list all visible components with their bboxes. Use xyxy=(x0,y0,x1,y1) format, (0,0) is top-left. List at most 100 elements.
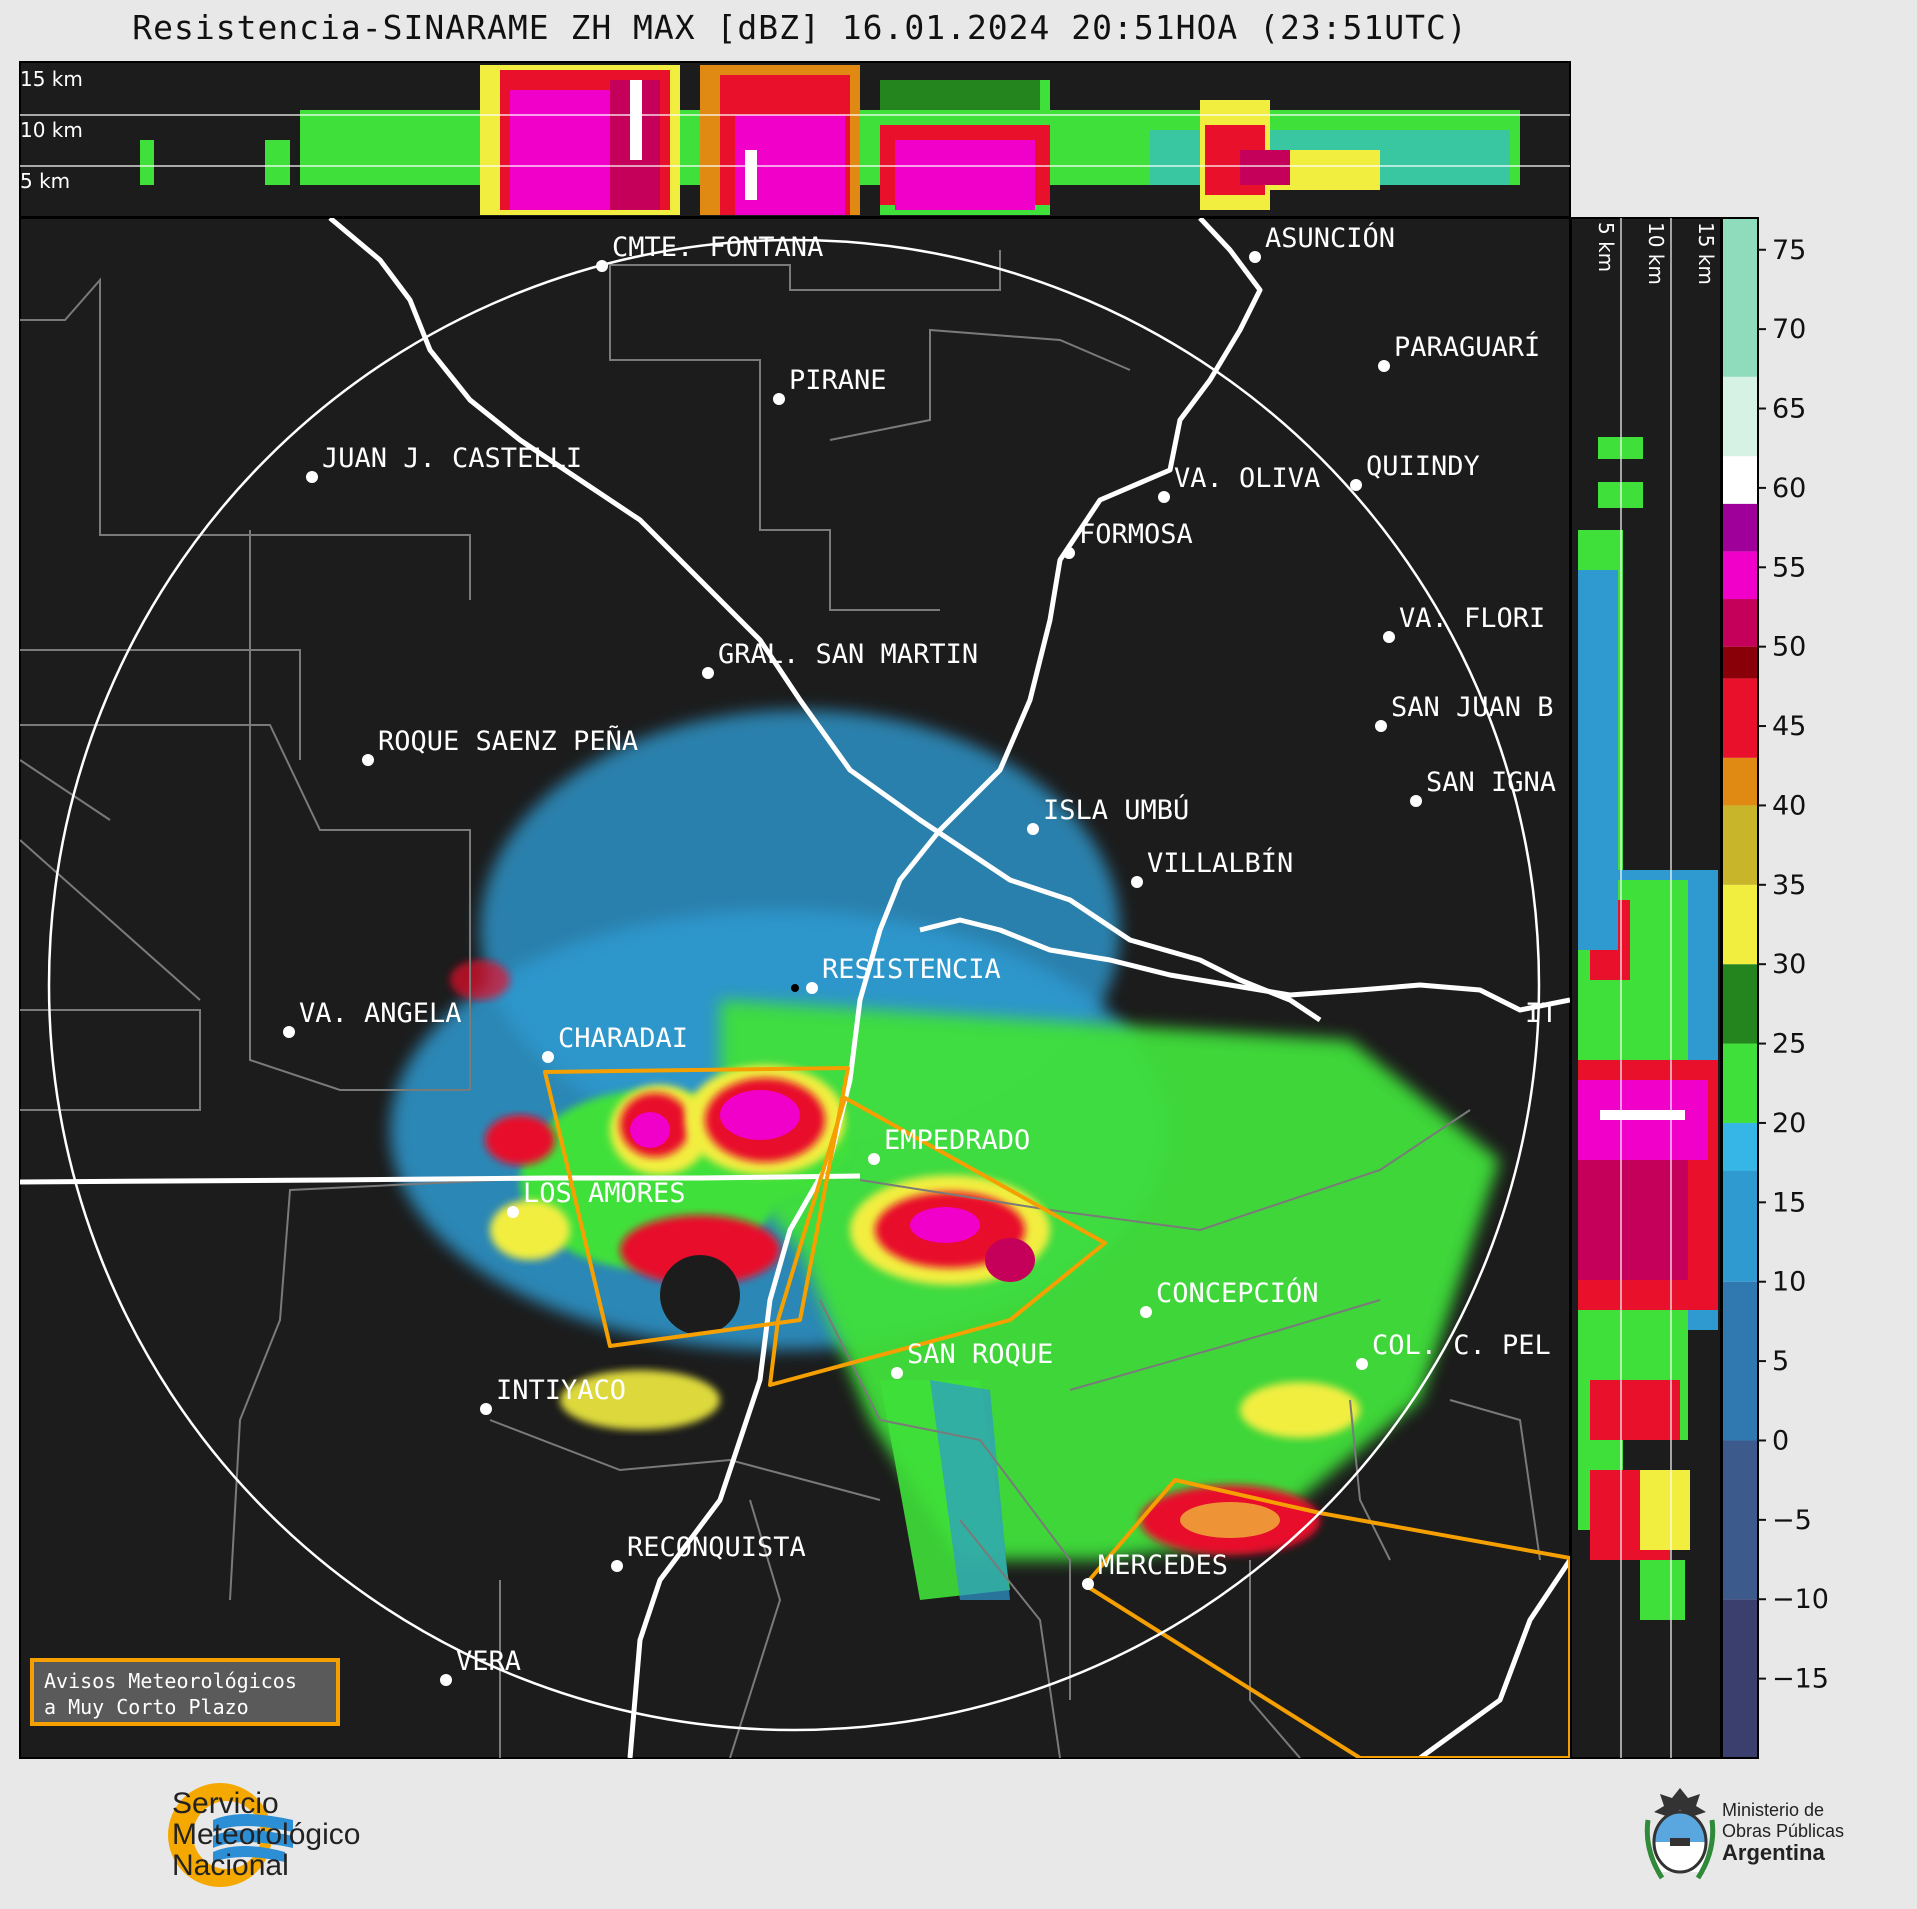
colorbar-band xyxy=(1722,551,1758,600)
colorbar-band xyxy=(1722,503,1758,552)
legend-line-1: Avisos Meteorológicos xyxy=(44,1669,297,1693)
city-intiyaco: INTIYACO xyxy=(480,1375,626,1415)
ministry-line-1: Ministerio de xyxy=(1722,1800,1825,1820)
side-panel-echoes xyxy=(1578,437,1718,1620)
colorbar-tick-label: 30 xyxy=(1772,949,1806,980)
city-va-flori: VA. FLORI xyxy=(1383,603,1545,643)
side-cross-section-panel: 5 km 10 km 15 km xyxy=(1570,217,1722,1759)
smn-name: Servicio Meteorológico Nacional xyxy=(172,1788,360,1881)
city-los-amores: LOS AMORES xyxy=(507,1178,686,1218)
warning-polygons xyxy=(543,1066,1570,1758)
svg-text:CHARADAI: CHARADAI xyxy=(558,1023,688,1054)
colorbar-tick-label: 15 xyxy=(1772,1187,1806,1218)
colorbar-band xyxy=(1722,1170,1758,1282)
svg-text:VA. FLORI: VA. FLORI xyxy=(1399,603,1545,634)
city-isla-umbu: ISLA UMBÚ xyxy=(1027,794,1189,835)
svg-text:SAN ROQUE: SAN ROQUE xyxy=(907,1339,1053,1370)
colorbar-tick-label: 25 xyxy=(1772,1029,1806,1060)
warning-polygon-2 xyxy=(768,1096,1107,1387)
svg-text:GRAL. SAN MARTIN: GRAL. SAN MARTIN xyxy=(718,639,978,670)
city-gral-san-martin: GRAL. SAN MARTIN xyxy=(702,639,978,679)
city-quiindy: QUIINDY xyxy=(1350,451,1480,491)
svg-text:JUAN J. CASTELLI: JUAN J. CASTELLI xyxy=(322,443,582,474)
city-concepcion: CONCEPCIÓN xyxy=(1140,1277,1319,1318)
colorbar-frame xyxy=(1721,217,1759,1759)
colorbar-band xyxy=(1722,218,1758,377)
svg-text:VILLALBÍN: VILLALBÍN xyxy=(1147,847,1293,879)
colorbar-tick-label: −5 xyxy=(1772,1505,1812,1536)
svg-text:ASUNCIÓN: ASUNCIÓN xyxy=(1265,222,1395,254)
colorbar-band xyxy=(1722,805,1758,885)
svg-text:COL. C. PEL: COL. C. PEL xyxy=(1372,1330,1551,1361)
colorbar-band xyxy=(1722,964,1758,1044)
city-va-oliva: VA. OLIVA xyxy=(1158,463,1320,503)
svg-text:CONCEPCIÓN: CONCEPCIÓN xyxy=(1156,1277,1319,1309)
svg-text:FORMOSA: FORMOSA xyxy=(1079,519,1193,550)
top-label-10km: 10 km xyxy=(20,118,83,142)
colorbar-band xyxy=(1722,1122,1758,1171)
colorbar-band xyxy=(1722,1043,1758,1123)
svg-text:PIRANE: PIRANE xyxy=(789,365,887,396)
svg-text:EMPEDRADO: EMPEDRADO xyxy=(884,1125,1030,1156)
smn-logo-icon xyxy=(168,1783,293,1887)
range-ring xyxy=(47,238,1541,1732)
svg-text:SAN IGNA: SAN IGNA xyxy=(1426,767,1556,798)
side-label-5km: 5 km xyxy=(1594,222,1618,272)
colorbar-band xyxy=(1722,884,1758,965)
radar-site-marker xyxy=(791,984,799,992)
top-cross-section-panel: 15 km 10 km 5 km xyxy=(19,61,1571,218)
colorbar-band xyxy=(1722,1281,1758,1441)
colorbar-band xyxy=(1722,1599,1758,1758)
top-label-15km: 15 km xyxy=(20,67,83,91)
colorbar-band xyxy=(1722,1440,1758,1600)
colorbar-band xyxy=(1722,456,1758,504)
city-reconquista: RECONQUISTA xyxy=(611,1532,806,1572)
svg-text:QUIINDY: QUIINDY xyxy=(1366,451,1480,482)
colorbar-band xyxy=(1722,599,1758,647)
city-san-roque: SAN ROQUE xyxy=(891,1339,1053,1379)
province-borders xyxy=(20,250,1541,1758)
city-it: IT xyxy=(1525,998,1558,1029)
city-formosa: FORMOSA xyxy=(1063,519,1193,559)
main-map-panel: CMTE. FONTANA PIRANE JUAN J. CASTELLI AS… xyxy=(19,217,1571,1759)
city-paraguari: PARAGUARÍ xyxy=(1378,331,1540,372)
svg-text:RESISTENCIA: RESISTENCIA xyxy=(822,954,1001,985)
svg-text:VERA: VERA xyxy=(456,1646,521,1677)
smn-line-2: Meteorológico xyxy=(172,1818,361,1851)
city-roque-saenz-pena: ROQUE SAENZ PEÑA xyxy=(362,725,638,766)
colorbar-tick-label: 55 xyxy=(1772,552,1806,583)
city-markers: CMTE. FONTANA PIRANE JUAN J. CASTELLI AS… xyxy=(283,222,1558,1686)
svg-text:VA. OLIVA: VA. OLIVA xyxy=(1174,463,1320,494)
city-mercedes: MERCEDES xyxy=(1082,1550,1228,1590)
svg-text:ROQUE SAENZ PEÑA: ROQUE SAENZ PEÑA xyxy=(378,725,638,757)
city-san-igna: SAN IGNA xyxy=(1410,767,1556,807)
colorbar-tick-label: 20 xyxy=(1772,1108,1806,1139)
top-panel-echoes xyxy=(140,65,1520,215)
svg-text:INTIYACO: INTIYACO xyxy=(496,1375,626,1406)
colorbar-tick-label: −15 xyxy=(1772,1664,1829,1695)
warning-polygon-1 xyxy=(543,1066,850,1348)
city-cmte-fontana: CMTE. FONTANA xyxy=(596,232,823,272)
svg-text:PARAGUARÍ: PARAGUARÍ xyxy=(1394,331,1540,363)
side-label-15km: 15 km xyxy=(1694,222,1718,285)
colorbar-band xyxy=(1722,678,1758,758)
chart-title: Resistencia-SINARAME ZH MAX [dBZ] 16.01.… xyxy=(132,8,1468,47)
city-vera: VERA xyxy=(440,1646,521,1686)
colorbar-tick-label: 40 xyxy=(1772,790,1806,821)
svg-text:ISLA UMBÚ: ISLA UMBÚ xyxy=(1043,794,1189,826)
svg-text:VA. ANGELA: VA. ANGELA xyxy=(299,998,462,1029)
smn-line-1: Servicio xyxy=(172,1787,279,1820)
colorbar-band xyxy=(1722,646,1758,679)
colorbar-tick-label: 65 xyxy=(1772,394,1806,425)
city-san-juan-b: SAN JUAN B xyxy=(1375,692,1554,732)
coat-of-arms-icon xyxy=(1644,1788,1716,1880)
city-juan-j-castelli: JUAN J. CASTELLI xyxy=(306,443,582,483)
svg-text:IT: IT xyxy=(1525,998,1558,1029)
ministry-line-2: Obras Públicas xyxy=(1722,1821,1845,1841)
colorbar-tick-label: 45 xyxy=(1772,711,1806,742)
city-col-c-pel: COL. C. PEL xyxy=(1356,1330,1551,1370)
svg-text:RECONQUISTA: RECONQUISTA xyxy=(627,1532,806,1563)
